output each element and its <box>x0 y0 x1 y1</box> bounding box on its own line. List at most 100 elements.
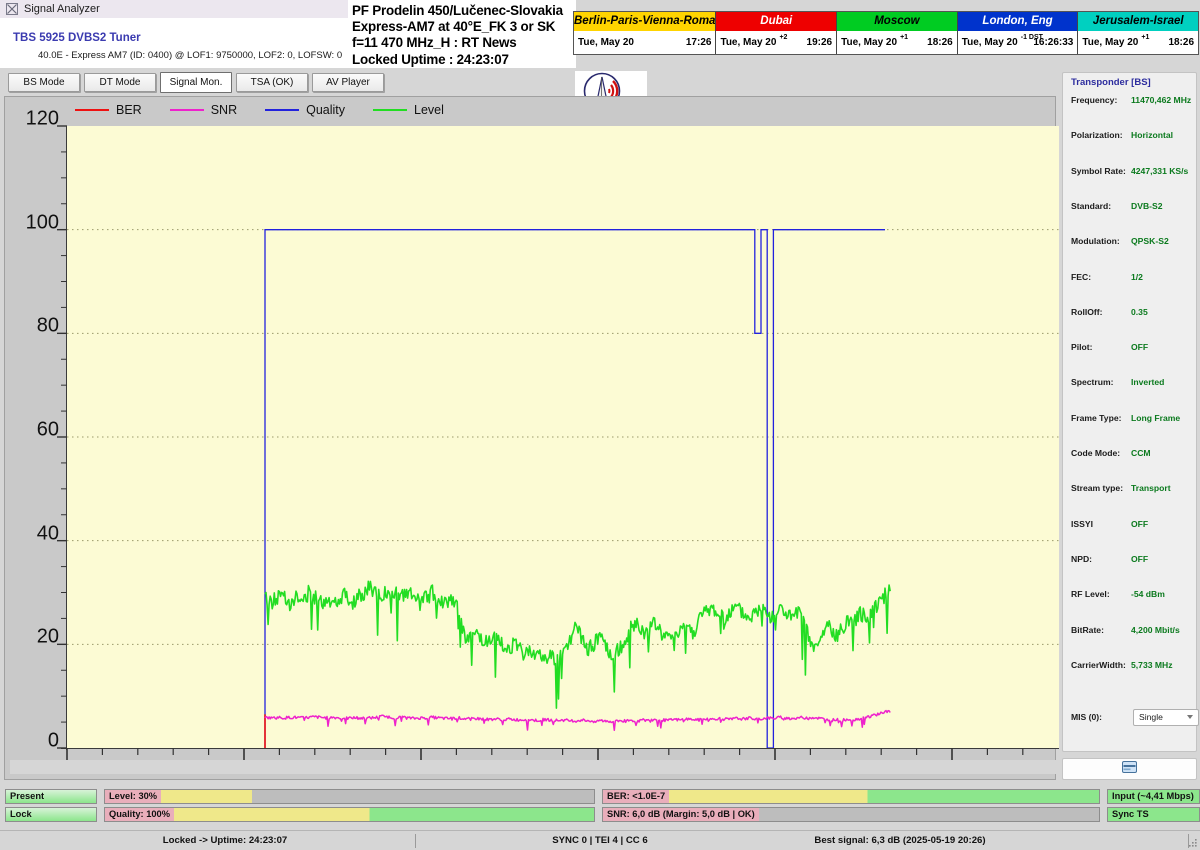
transponder-row: Standard: DVB-S2 <box>1071 201 1195 215</box>
y-tick-label-20: 20 <box>36 625 59 648</box>
ber-label: BER: <1.0E-7 <box>607 791 666 801</box>
description-line-3: Locked Uptime : 24:23:07 <box>352 51 509 67</box>
clock-city-label: London, Eng <box>957 12 1078 31</box>
chart-svg <box>67 126 1059 748</box>
transponder-action-button[interactable] <box>1062 758 1197 780</box>
snr-fill <box>603 808 759 821</box>
clock-time-row: Tue, May 20 +1 18:26 <box>837 31 957 54</box>
legend-item-level: Level <box>373 103 444 117</box>
legend-label: Level <box>414 103 444 117</box>
tab-tsa-ok[interactable]: TSA (OK) <box>236 73 308 92</box>
transponder-row: Modulation: QPSK-S2 <box>1071 236 1195 250</box>
legend-label: SNR <box>210 103 238 117</box>
clock-time-row: Tue, May 20 17:26 <box>574 31 716 54</box>
present-meter: Present <box>5 789 97 804</box>
description-line-0: PF Prodelin 450/Lučenec-Slovakia <box>352 3 563 18</box>
quality-label: Quality: 100% <box>109 809 170 819</box>
transponder-sidebar: Transponder [BS] Frequency: 11470,462 MHz… <box>1062 72 1199 780</box>
clock-city-label: Jerusalem-Israel <box>1078 12 1199 31</box>
transponder-value: CCM <box>1131 448 1151 458</box>
level-meter: Level: 30% <box>104 789 595 804</box>
world-clock-2[interactable]: Moscow Tue, May 20 +1 18:26 <box>837 12 958 54</box>
transponder-value: DVB-S2 <box>1131 200 1163 211</box>
transponder-row: Code Mode: CCM <box>1071 448 1195 462</box>
transponder-row: RollOff: 0.35 <box>1071 307 1195 321</box>
transponder-value: OFF <box>1131 553 1149 564</box>
legend-label: Quality <box>306 103 346 117</box>
resize-grip-icon[interactable] <box>1186 836 1198 848</box>
input-meter: Input (~4,41 Mbps) <box>1107 789 1200 804</box>
tab-av-player[interactable]: AV Player <box>312 73 384 92</box>
quality-meter: Quality: 100% <box>104 807 595 822</box>
transponder-key: NPD: <box>1071 553 1093 564</box>
world-clock-3[interactable]: London, Eng Tue, May 20 -1 DST 16:26:33 <box>957 12 1079 54</box>
snr-label: SNR: 6,0 dB (Margin: 5,0 dB | OK) <box>607 809 755 819</box>
chart-legend: BER SNR Quality Level <box>75 103 444 117</box>
transponder-key: Code Mode: <box>1071 448 1121 458</box>
transponder-value: 1/2 <box>1131 271 1143 282</box>
tab-list: BS Mode DT Mode Signal Mon. TSA (OK) AV Play… <box>8 72 384 93</box>
snr-meter: SNR: 6,0 dB (Margin: 5,0 dB | OK) <box>602 807 1100 822</box>
transponder-key: Frequency: <box>1071 95 1118 105</box>
meter-row-bottom: Lock Quality: 100% SNR: 6,0 dB (Margin: … <box>0 807 1200 822</box>
clock-utc-offset: +1 <box>1141 34 1150 41</box>
transponder-row: Pilot: OFF <box>1071 342 1195 356</box>
transponder-key: Symbol Rate: <box>1071 165 1126 176</box>
transponder-value: 11470,462 MHz <box>1131 95 1192 105</box>
mis-selected-value: Single <box>1139 712 1163 722</box>
meter-row-top: Present Level: 30% BER: <1.0E-7 Input (~… <box>0 789 1200 804</box>
transponder-value: 0.35 <box>1131 306 1148 317</box>
tuner-header: TBS 5925 DVBS2 Tuner 40.0E - Express AM7… <box>0 18 348 68</box>
tab-dt-mode[interactable]: DT Mode <box>84 73 156 92</box>
present-fill <box>6 790 96 803</box>
transponder-row: Frequency: 11470,462 MHz <box>1071 95 1195 109</box>
window-titlebar: Signal Analyzer <box>0 0 348 18</box>
input-label: Input (~4,41 Mbps) <box>1112 791 1194 801</box>
transponder-row: Symbol Rate: 4247,331 KS/s <box>1071 166 1195 180</box>
transponder-panel: Transponder [BS] Frequency: 11470,462 MHz… <box>1062 72 1199 752</box>
chart-y-axis: 0 20 40 60 80 100 120 <box>5 108 63 752</box>
description-line-2: f=11 470 MHz_H : RT News <box>352 35 517 51</box>
tuner-title: TBS 5925 DVBS2 Tuner <box>13 32 141 44</box>
transponder-value: -54 dBm <box>1131 589 1165 600</box>
status-uptime: Locked -> Uptime: 24:23:07 <box>162 835 288 846</box>
tab-bs-mode[interactable]: BS Mode <box>8 73 80 92</box>
transponder-value: Transport <box>1131 483 1171 494</box>
clock-time: 17:26 <box>685 37 712 48</box>
transponder-value: OFF <box>1131 518 1149 529</box>
transponder-key: Modulation: <box>1071 236 1120 247</box>
tab-signal-mon[interactable]: Signal Mon. <box>160 72 232 93</box>
x-axis-line <box>61 748 1059 749</box>
signal-analyzer-icon <box>6 2 18 15</box>
world-clock-1[interactable]: Dubai Tue, May 20 +2 19:26 <box>716 12 838 54</box>
transponder-key: Polarization: <box>1071 130 1123 141</box>
ber-fill <box>603 790 1099 803</box>
transponder-value: Long Frame <box>1131 412 1181 423</box>
transponder-key: ISSYI <box>1071 518 1093 529</box>
clock-utc-offset: +1 <box>900 34 909 41</box>
transponder-key: Standard: <box>1071 200 1112 211</box>
tab-strip: BS Mode DT Mode Signal Mon. TSA (OK) AV Play… <box>0 68 1060 96</box>
clock-time-row: Tue, May 20 -1 DST 16:26:33 <box>957 31 1078 54</box>
chevron-down-icon <box>1187 715 1193 719</box>
world-clock-0[interactable]: Berlin-Paris-Vienna-Roma Tue, May 20 17:26 <box>574 12 717 54</box>
world-clock-4[interactable]: Jerusalem-Israel Tue, May 20 +1 18:26 <box>1078 12 1199 54</box>
mis-select[interactable]: Single <box>1133 709 1199 726</box>
clock-utc-offset: -1 DST <box>1020 34 1043 41</box>
ber-meter: BER: <1.0E-7 <box>602 789 1100 804</box>
transponder-row: CarrierWidth: 5,733 MHz <box>1071 660 1195 674</box>
transponder-row: Polarization: Horizontal <box>1071 130 1195 144</box>
present-label: Present <box>10 791 45 801</box>
chart-horizontal-scroll[interactable] <box>10 760 1060 774</box>
sync-label: Sync TS <box>1112 809 1149 819</box>
mis-row: MIS (0): Single <box>1071 709 1199 726</box>
signal-chart-panel: BER SNR Quality Level 0 20 40 60 80 100 120 <box>4 96 1060 780</box>
chart-plot-area <box>67 126 1059 748</box>
clock-time: 18:26 <box>927 37 953 48</box>
clock-date: Tue, May 20 <box>961 37 1018 48</box>
clock-city-label: Dubai <box>716 12 837 31</box>
transponder-key: FEC: <box>1071 271 1092 282</box>
lock-fill <box>6 808 96 821</box>
transponder-value: OFF <box>1131 342 1149 353</box>
